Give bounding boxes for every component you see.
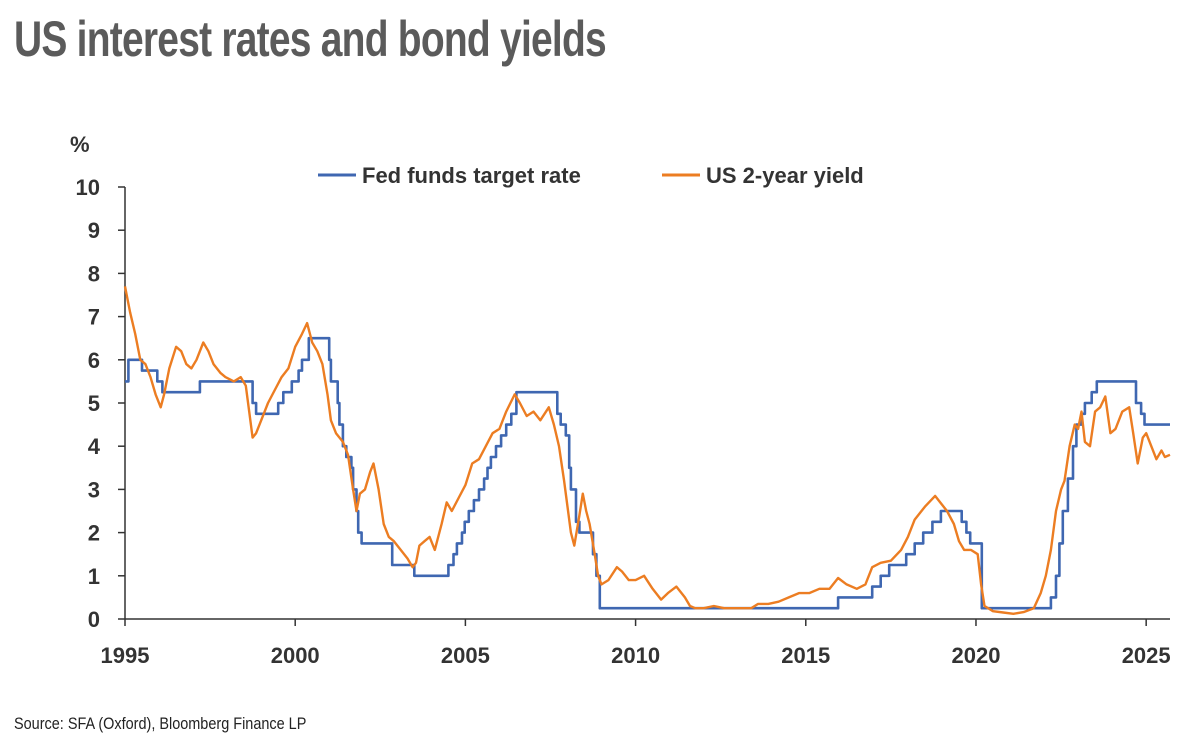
x-axis: 1995 2000 2005 2010 2015 2020 2025 [101, 618, 1171, 668]
y-tick-label: 9 [88, 218, 100, 243]
us-2yr-yield-line [123, 286, 1171, 615]
x-tick-label: 1995 [101, 643, 150, 668]
y-tick-label: 1 [88, 564, 100, 589]
x-tick-label: 2025 [1122, 643, 1171, 668]
x-tick-label: 2010 [611, 643, 660, 668]
x-tick-label: 2000 [271, 643, 320, 668]
y-tick-label: 5 [88, 391, 100, 416]
y-tick-label: 7 [88, 305, 100, 330]
legend: Fed funds target rate US 2-year yield [318, 163, 864, 188]
x-tick-label: 2020 [952, 643, 1001, 668]
y-tick-label: 6 [88, 348, 100, 373]
y-tick-label: 4 [88, 434, 101, 459]
legend-label: Fed funds target rate [362, 163, 581, 188]
y-tick-label: 8 [88, 261, 100, 286]
chart-title: US interest rates and bond yields [14, 11, 607, 67]
fed-funds-line [125, 336, 1170, 610]
y-unit-label: % [70, 132, 90, 157]
y-axis: 0 1 2 3 4 5 6 7 8 9 10 [76, 175, 126, 632]
y-tick-label: 3 [88, 477, 100, 502]
x-tick-label: 2015 [781, 643, 830, 668]
x-tick-label: 2005 [441, 643, 490, 668]
y-tick-label: 10 [76, 175, 100, 200]
y-tick-label: 2 [88, 521, 100, 546]
source-note: Source: SFA (Oxford), Bloomberg Finance … [14, 714, 307, 733]
legend-label: US 2-year yield [706, 163, 864, 188]
series-layer [123, 286, 1171, 615]
y-tick-label: 0 [88, 607, 100, 632]
